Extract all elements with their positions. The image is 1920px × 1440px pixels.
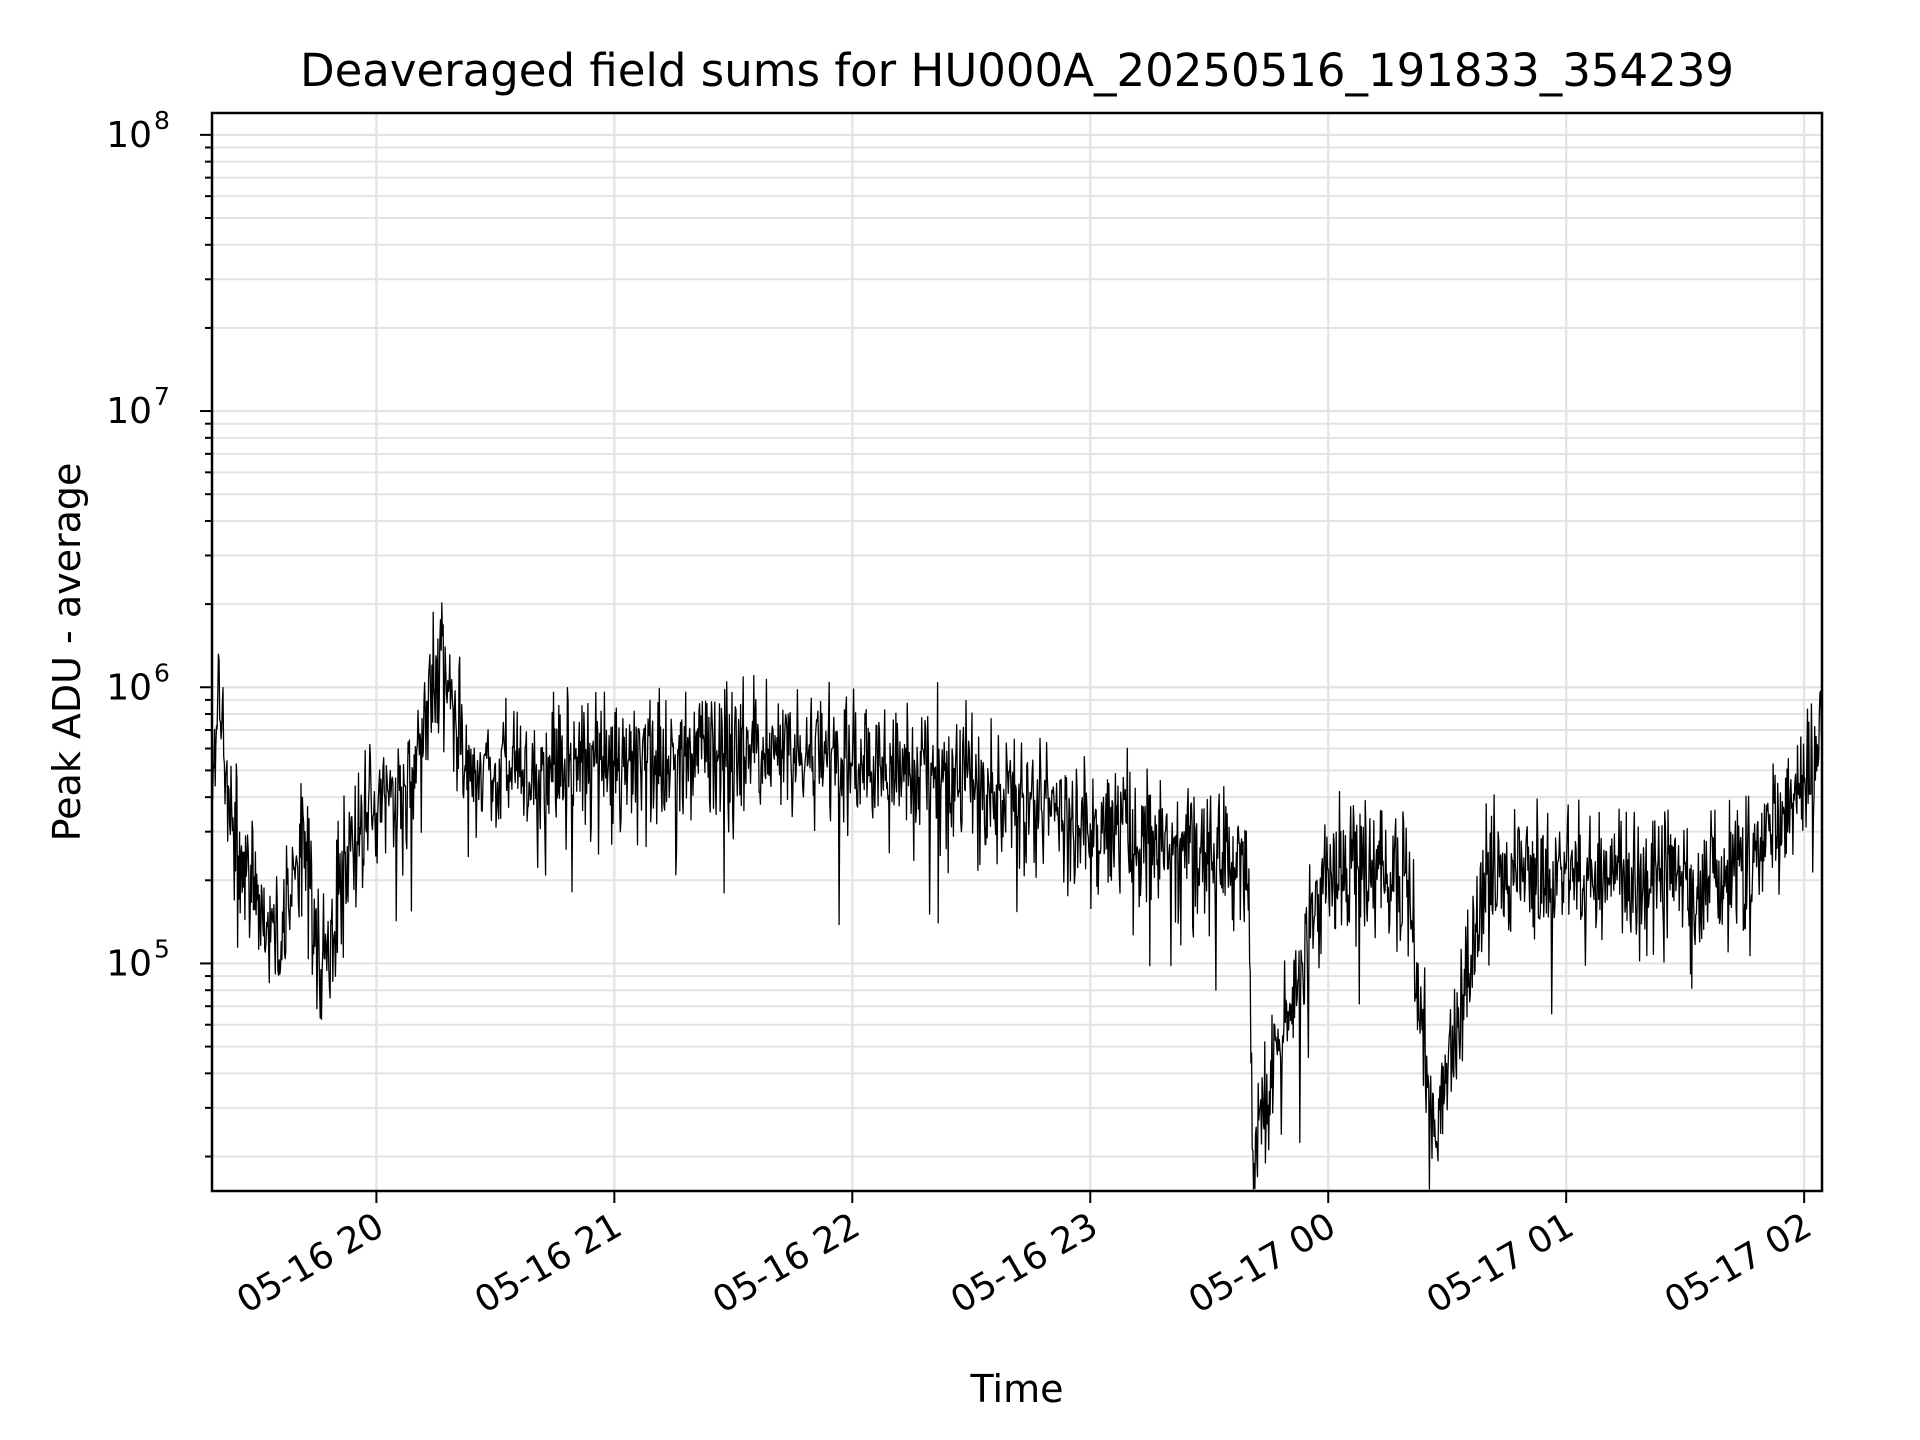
- series-line-0: [211, 602, 1823, 1190]
- y-tick-exponent: 6: [154, 658, 170, 687]
- plot-background: [212, 113, 1822, 1191]
- y-tick-base: 10: [106, 391, 152, 432]
- y-tick-exponent: 5: [154, 934, 170, 963]
- x-axis-label: Time: [970, 1367, 1064, 1411]
- y-tick-label: 10: [106, 667, 152, 708]
- y-axis-label: Peak ADU - average: [45, 463, 89, 842]
- y-tick-label: 10: [106, 943, 152, 984]
- y-tick-exponent: 7: [154, 382, 170, 411]
- y-tick-label: 10: [106, 115, 152, 156]
- chart-title: Deaveraged field sums for HU000A_2025051…: [300, 44, 1734, 97]
- series-layer: [211, 602, 1823, 1190]
- y-tick-base: 10: [106, 667, 152, 708]
- y-tick-exponent: 8: [154, 106, 170, 135]
- y-tick-base: 10: [106, 115, 152, 156]
- plot-frame: [210, 111, 1824, 1193]
- y-tick-base: 10: [106, 943, 152, 984]
- y-tick-label: 10: [106, 391, 152, 432]
